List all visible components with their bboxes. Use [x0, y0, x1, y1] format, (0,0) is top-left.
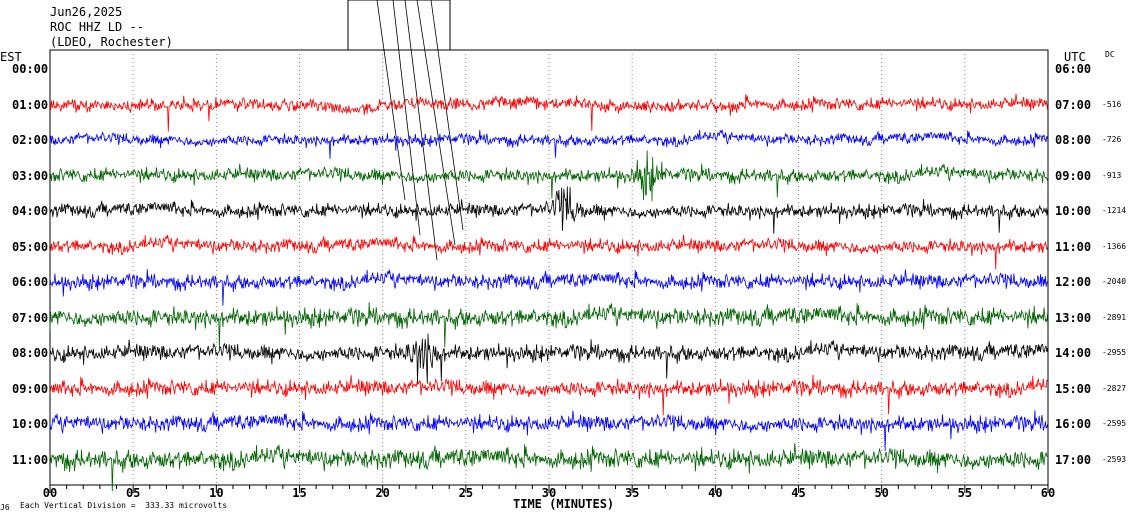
chart-date: Jun26,2025 — [50, 5, 123, 19]
utc-time-label: 17:00 — [1055, 452, 1092, 467]
corner-mark: J6 — [0, 503, 10, 512]
utc-time-label: 15:00 — [1055, 381, 1092, 396]
utc-zone-label: UTC — [1064, 50, 1086, 64]
x-tick-label: 50 — [874, 486, 888, 500]
dc-offset-label: -516 — [1102, 99, 1122, 109]
est-time-label: 03:00 — [12, 168, 49, 183]
est-time-label: 06:00 — [12, 275, 49, 289]
seismic-trace-0100 — [49, 93, 1048, 132]
seismic-trace-0300 — [49, 150, 1048, 202]
seismic-trace-1100 — [49, 443, 1048, 492]
dc-offset-label: -2827 — [1102, 383, 1127, 393]
est-time-label: 08:00 — [12, 346, 49, 360]
trace-excursion-line — [416, 0, 456, 246]
seismic-trace-0900 — [49, 374, 1048, 416]
x-tick-label: 30 — [542, 486, 556, 500]
x-tick-label: 10 — [209, 486, 223, 500]
x-tick-label: 60 — [1041, 486, 1055, 500]
x-axis-label: TIME (MINUTES) — [513, 497, 615, 511]
est-time-label: 09:00 — [12, 381, 49, 396]
x-tick-label: 15 — [292, 486, 306, 500]
x-tick-label: 00 — [43, 486, 57, 500]
dc-offset-label: -2040 — [1102, 277, 1127, 286]
utc-time-label: 10:00 — [1055, 204, 1092, 218]
utc-time-label: 06:00 — [1055, 62, 1092, 76]
seismic-trace-0700 — [49, 302, 1048, 349]
est-time-label: 11:00 — [12, 452, 49, 467]
est-time-label: 01:00 — [12, 97, 49, 112]
trace-excursion-line — [392, 0, 421, 236]
trace-excursion-box — [347, 0, 451, 51]
utc-time-label: 11:00 — [1055, 239, 1092, 254]
utc-time-label: 08:00 — [1055, 133, 1092, 147]
est-time-label: 10:00 — [12, 417, 49, 431]
dc-offset-label: -1214 — [1102, 206, 1127, 215]
seismic-trace-1000 — [49, 410, 1048, 452]
dc-header: DC — [1105, 50, 1115, 59]
est-time-label: 05:00 — [12, 239, 49, 254]
seismic-trace-0500 — [49, 234, 1048, 270]
est-time-label: 07:00 — [12, 310, 49, 325]
dc-offset-label: -2593 — [1102, 454, 1127, 464]
chart-station: ROC HHZ LD -- — [50, 20, 144, 34]
dc-offset-label: -2891 — [1102, 312, 1127, 322]
trace-excursion-line — [430, 0, 464, 231]
utc-time-label: 09:00 — [1055, 168, 1092, 183]
est-time-label: 04:00 — [12, 204, 49, 218]
x-tick-label: 40 — [708, 486, 722, 500]
utc-time-label: 16:00 — [1055, 417, 1092, 431]
dc-offset-label: -1366 — [1102, 241, 1127, 251]
dc-offset-label: -726 — [1102, 135, 1122, 144]
seismic-trace-0400 — [49, 186, 1048, 234]
x-tick-label: 20 — [375, 486, 389, 500]
seismic-trace-0800 — [49, 333, 1048, 384]
est-zone-label: EST — [0, 50, 22, 64]
dc-offset-label: -913 — [1102, 170, 1122, 180]
chart-network: (LDEO, Rochester) — [50, 35, 173, 49]
x-tick-label: 45 — [791, 486, 805, 500]
x-tick-label: 05 — [126, 486, 140, 500]
seismic-trace-0600 — [49, 269, 1048, 306]
scale-note: Each Vertical Division = 333.33 microvol… — [20, 501, 228, 510]
x-tick-label: 25 — [459, 486, 473, 500]
dc-offset-label: -2955 — [1102, 348, 1127, 357]
trace-excursion-line — [376, 0, 406, 201]
utc-time-label: 12:00 — [1055, 275, 1092, 289]
utc-time-label: 07:00 — [1055, 97, 1092, 112]
est-time-label: 02:00 — [12, 133, 49, 147]
utc-time-label: 14:00 — [1055, 346, 1092, 360]
plot-frame — [49, 49, 1049, 486]
seismic-trace-0200 — [49, 129, 1048, 159]
est-time-label: 00:00 — [12, 62, 49, 76]
trace-excursion-line — [404, 0, 438, 261]
dc-offset-label: -2595 — [1102, 419, 1127, 428]
utc-time-label: 13:00 — [1055, 310, 1092, 325]
x-tick-label: 35 — [625, 486, 639, 500]
x-tick-label: 55 — [958, 486, 972, 500]
